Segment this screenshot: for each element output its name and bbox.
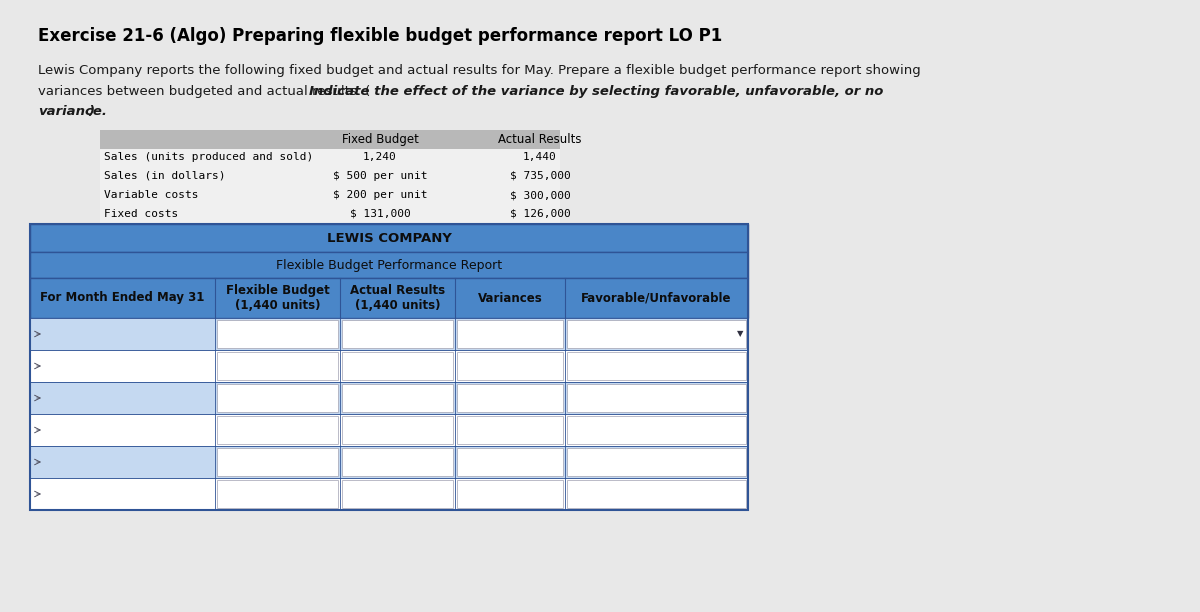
FancyBboxPatch shape [457,320,563,348]
FancyBboxPatch shape [217,448,338,476]
FancyBboxPatch shape [217,320,338,348]
FancyBboxPatch shape [217,480,338,508]
Text: Lewis Company reports the following fixed budget and actual results for May. Pre: Lewis Company reports the following fixe… [38,64,920,77]
Text: 1,240: 1,240 [364,152,397,162]
FancyBboxPatch shape [217,352,338,380]
Text: $ 200 per unit: $ 200 per unit [332,190,427,200]
FancyBboxPatch shape [568,352,746,380]
FancyBboxPatch shape [217,416,338,444]
FancyBboxPatch shape [568,448,746,476]
FancyBboxPatch shape [457,448,563,476]
FancyBboxPatch shape [342,448,454,476]
Text: $ 131,000: $ 131,000 [349,209,410,219]
Text: ▼: ▼ [737,329,743,338]
FancyBboxPatch shape [30,382,748,414]
FancyBboxPatch shape [457,384,563,412]
Text: Flexible Budget Performance Report: Flexible Budget Performance Report [276,258,502,272]
FancyBboxPatch shape [100,187,560,206]
FancyBboxPatch shape [568,480,746,508]
Text: $ 126,000: $ 126,000 [510,209,570,219]
Text: Variable costs: Variable costs [104,190,198,200]
Text: 1,440: 1,440 [523,152,557,162]
FancyBboxPatch shape [342,384,454,412]
Text: Sales (units produced and sold): Sales (units produced and sold) [104,152,313,162]
Text: variance.: variance. [38,105,107,118]
FancyBboxPatch shape [568,320,746,348]
FancyBboxPatch shape [30,414,748,446]
FancyBboxPatch shape [30,278,748,318]
FancyBboxPatch shape [30,446,748,478]
Text: Sales (in dollars): Sales (in dollars) [104,171,226,181]
FancyBboxPatch shape [457,416,563,444]
FancyBboxPatch shape [342,480,454,508]
Text: Exercise 21-6 (Algo) Preparing flexible budget performance report LO P1: Exercise 21-6 (Algo) Preparing flexible … [38,27,722,45]
FancyBboxPatch shape [30,224,748,252]
FancyBboxPatch shape [100,149,560,168]
Text: Fixed costs: Fixed costs [104,209,179,219]
Text: Variances: Variances [478,291,542,305]
FancyBboxPatch shape [100,168,560,187]
FancyBboxPatch shape [100,206,560,225]
Text: $ 735,000: $ 735,000 [510,171,570,181]
FancyBboxPatch shape [342,320,454,348]
FancyBboxPatch shape [342,352,454,380]
Text: Actual Results: Actual Results [498,133,582,146]
Text: Indicate the effect of the variance by selecting favorable, unfavorable, or no: Indicate the effect of the variance by s… [310,85,883,98]
Text: For Month Ended May 31: For Month Ended May 31 [41,291,205,305]
Text: $ 300,000: $ 300,000 [510,190,570,200]
FancyBboxPatch shape [100,130,560,149]
FancyBboxPatch shape [457,480,563,508]
Text: Favorable/Unfavorable: Favorable/Unfavorable [581,291,732,305]
FancyBboxPatch shape [568,384,746,412]
FancyBboxPatch shape [30,478,748,510]
Text: variances between budgeted and actual results. (: variances between budgeted and actual re… [38,85,371,98]
FancyBboxPatch shape [568,416,746,444]
FancyBboxPatch shape [457,352,563,380]
FancyBboxPatch shape [30,318,748,350]
Text: Fixed Budget: Fixed Budget [342,133,419,146]
Text: Flexible Budget
(1,440 units): Flexible Budget (1,440 units) [226,284,329,312]
Text: $ 500 per unit: $ 500 per unit [332,171,427,181]
FancyBboxPatch shape [30,350,748,382]
FancyBboxPatch shape [30,252,748,278]
Text: LEWIS COMPANY: LEWIS COMPANY [326,231,451,245]
Text: ): ) [89,105,95,118]
Text: Actual Results
(1,440 units): Actual Results (1,440 units) [350,284,445,312]
FancyBboxPatch shape [217,384,338,412]
FancyBboxPatch shape [342,416,454,444]
